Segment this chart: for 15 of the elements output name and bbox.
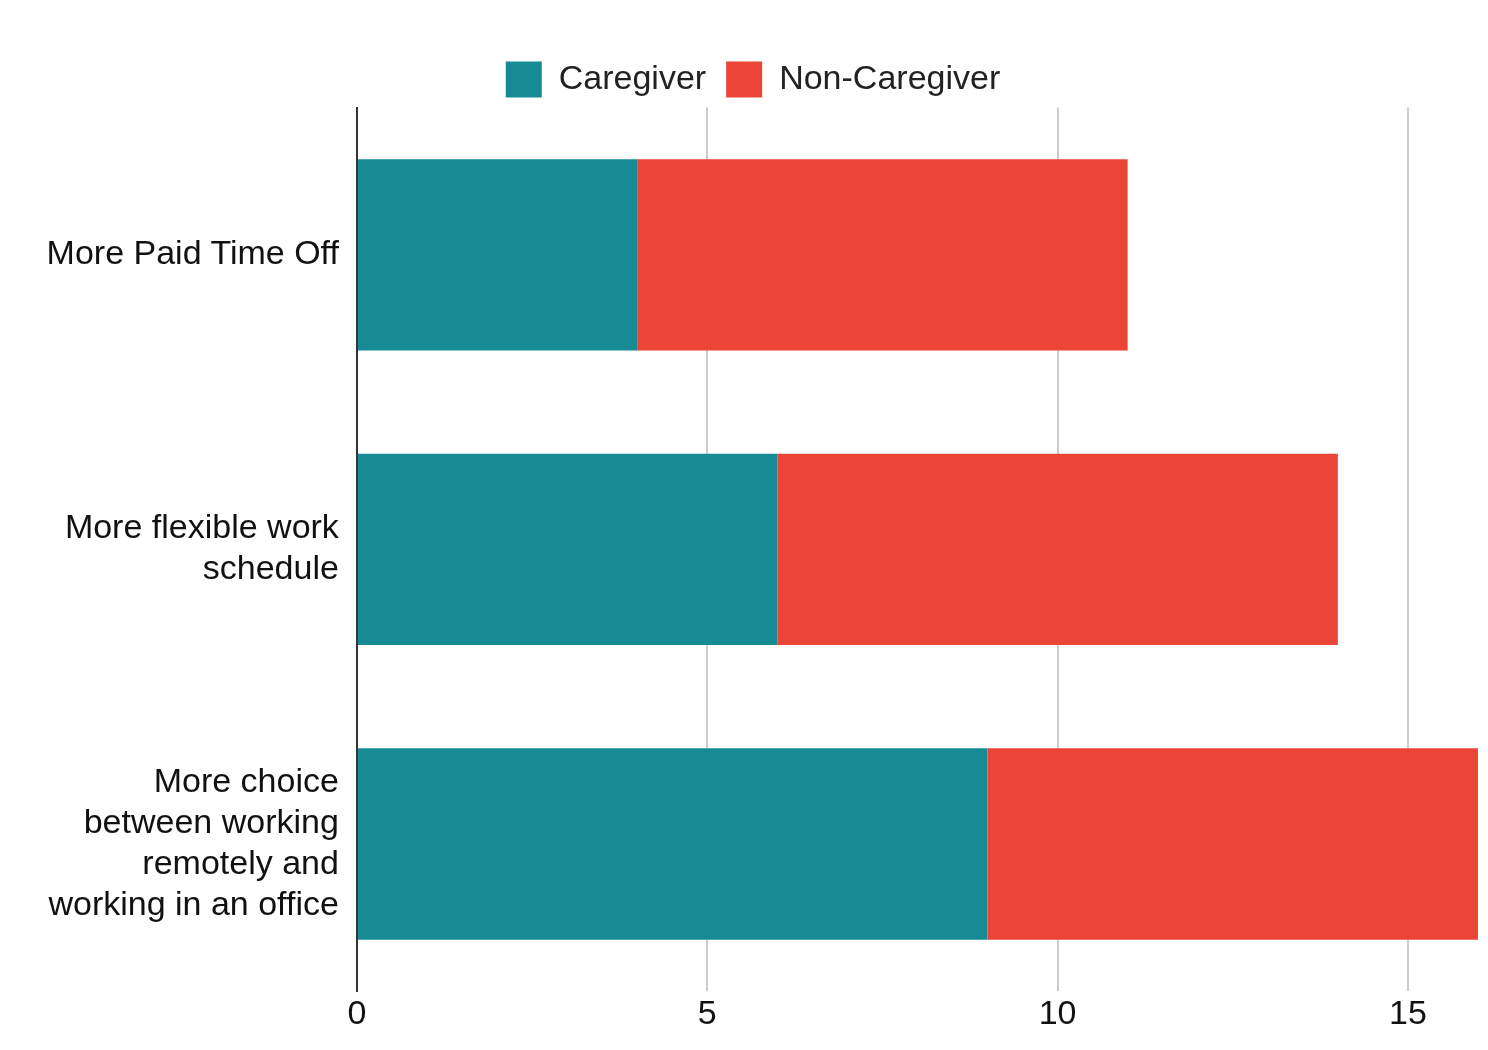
legend-label: Non-Caregiver (779, 57, 1001, 96)
bar (987, 748, 1478, 940)
legend-label: Caregiver (558, 57, 707, 96)
y-tick-label: More choice between working remotely and working in an office (47, 761, 339, 922)
x-tick-label: 15 (1389, 992, 1427, 1031)
y-tick-label: More flexible work schedule (64, 507, 340, 587)
bar (357, 159, 638, 351)
bar (357, 748, 988, 940)
y-tick-label: More Paid Time Off (46, 233, 340, 272)
bar (777, 453, 1338, 646)
x-tick-label: 0 (347, 992, 367, 1031)
bar (637, 159, 1128, 351)
x-tick-label: 5 (697, 992, 717, 1031)
bar (357, 453, 778, 646)
x-tick-label: 10 (1038, 992, 1077, 1031)
